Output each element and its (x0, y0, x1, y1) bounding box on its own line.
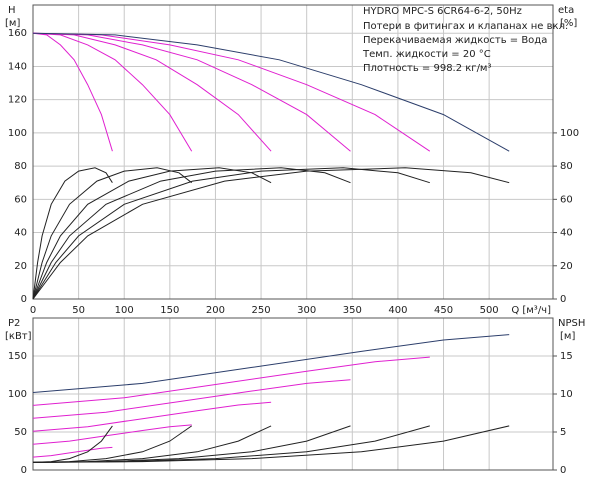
y2-tick-label: 40 (560, 228, 573, 239)
y-tick-label: 140 (8, 61, 27, 72)
x-tick-label: 250 (252, 305, 271, 316)
curve (32, 32, 510, 152)
y2-tick-label: 0 (560, 465, 566, 476)
curve (32, 32, 193, 152)
y2-axis-unit: [м] (560, 331, 575, 342)
curve (32, 167, 272, 300)
x-tick-label: 350 (343, 305, 362, 316)
annotation: Темп. жидкости = 20 °C (362, 49, 491, 60)
y2-tick-label: 60 (560, 194, 573, 205)
y-tick-label: 60 (14, 194, 27, 205)
annotation: Плотность = 998.2 кг/м³ (363, 63, 492, 74)
y-axis-label: P2 (8, 318, 20, 329)
x-tick-label: 300 (297, 305, 316, 316)
x-tick-label: 400 (388, 305, 407, 316)
x-tick-label: 450 (434, 305, 453, 316)
curve (32, 167, 430, 300)
y-tick-label: 100 (8, 389, 27, 400)
x-tick-label: 200 (206, 305, 225, 316)
y-axis-unit: [м] (5, 18, 20, 29)
y-tick-label: 0 (21, 465, 27, 476)
y-axis-unit: [кВт] (5, 331, 32, 342)
y-tick-label: 150 (8, 351, 27, 362)
x-axis-label: Q [м³/ч] (511, 305, 551, 316)
y2-tick-label: 80 (560, 161, 573, 172)
curve (32, 334, 510, 393)
y2-tick-label: 20 (560, 261, 573, 272)
curve (32, 446, 113, 458)
curve (32, 401, 272, 432)
curve (32, 167, 510, 300)
plot-frame (32, 4, 554, 300)
plot-frame (32, 317, 554, 471)
y-tick-label: 20 (14, 261, 27, 272)
curve (32, 167, 113, 300)
y-tick-label: 50 (14, 427, 27, 438)
y-tick-label: 40 (14, 228, 27, 239)
y2-tick-label: 0 (560, 294, 566, 305)
y2-tick-label: 100 (560, 128, 579, 139)
y-axis-label: H (8, 5, 16, 16)
y2-axis-label: NPSH (558, 318, 585, 329)
annotation: Перекачиваемая жидкость = Вода (363, 35, 547, 46)
annotation: Потери в фитингах и клапанах не вкл. (363, 21, 568, 32)
y2-tick-label: 10 (560, 389, 573, 400)
y-tick-label: 160 (8, 28, 27, 39)
curve (32, 32, 113, 152)
x-tick-label: 500 (480, 305, 499, 316)
y-tick-label: 80 (14, 161, 27, 172)
chart-title: HYDRO MPC-S 6CR64-6-2, 50Hz (363, 6, 522, 17)
y-tick-label: 120 (8, 95, 27, 106)
curve (32, 356, 430, 406)
x-tick-label: 0 (30, 305, 36, 316)
curve (32, 379, 351, 419)
y-tick-label: 100 (8, 128, 27, 139)
curve (32, 424, 192, 445)
y2-axis-unit: [%] (560, 18, 577, 29)
y2-tick-label: 5 (560, 427, 566, 438)
y2-tick-label: 15 (560, 351, 573, 362)
x-tick-label: 100 (115, 305, 134, 316)
y2-axis-label: eta (558, 5, 574, 16)
curve (32, 425, 510, 463)
x-tick-label: 50 (72, 305, 85, 316)
x-tick-label: 150 (160, 305, 179, 316)
y-tick-label: 0 (21, 294, 27, 305)
